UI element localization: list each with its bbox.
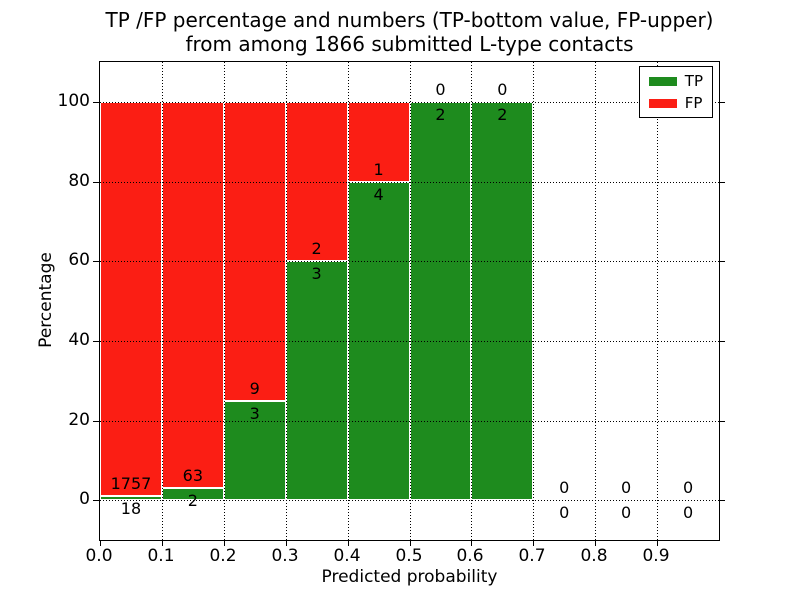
tp-bar bbox=[410, 102, 471, 500]
x-tick-mark bbox=[410, 540, 411, 546]
h-gridline bbox=[100, 341, 719, 342]
x-tick-mark bbox=[224, 540, 225, 546]
tp-legend-swatch bbox=[648, 76, 677, 86]
fp-bar bbox=[162, 102, 224, 488]
x-tick-label: 0.0 bbox=[85, 546, 113, 566]
h-gridline bbox=[100, 500, 719, 501]
grid-layer bbox=[100, 62, 719, 540]
y-tick-label: 20 bbox=[68, 410, 90, 430]
y-tick-label: 0 bbox=[79, 489, 90, 509]
x-tick-mark bbox=[100, 540, 101, 546]
x-tick-label: 0.4 bbox=[333, 546, 361, 566]
x-tick-label: 0.6 bbox=[456, 546, 484, 566]
bars-layer bbox=[100, 62, 719, 540]
tp-count-label: 2 bbox=[187, 491, 198, 510]
y-tick-mark-right bbox=[719, 102, 725, 103]
x-tick-label: 0.1 bbox=[147, 546, 175, 566]
fp-count-label: 9 bbox=[249, 379, 260, 398]
y-tick-mark-right bbox=[719, 500, 725, 501]
y-tick-mark-left bbox=[93, 102, 99, 103]
plot-area: 1757 18 63 2 9 3 2 3 1 4 0 2 0 2 0 0 0 0 0 0 TP FP bbox=[93, 61, 725, 546]
tp-count-label: 3 bbox=[249, 404, 260, 423]
tp-count-label: 2 bbox=[435, 105, 446, 124]
tp-count-label: 0 bbox=[559, 503, 570, 522]
x-tick-label: 0.5 bbox=[395, 546, 423, 566]
x-tick-label: 0.8 bbox=[580, 546, 608, 566]
v-gridline bbox=[471, 62, 472, 540]
y-tick-mark-right bbox=[719, 421, 725, 422]
y-tick-mark-left bbox=[93, 341, 99, 342]
y-tick-mark-right bbox=[719, 261, 725, 262]
y-tick-label: 100 bbox=[57, 91, 90, 111]
y-tick-label: 80 bbox=[68, 171, 90, 191]
v-gridline bbox=[224, 62, 225, 540]
fp-bar bbox=[348, 102, 410, 182]
x-tick-label: 0.2 bbox=[209, 546, 237, 566]
x-tick-mark bbox=[162, 540, 163, 546]
x-tick-mark bbox=[657, 540, 658, 546]
fp-count-label: 0 bbox=[621, 478, 632, 497]
y-tick-mark-left bbox=[93, 182, 99, 183]
fp-count-label: 2 bbox=[311, 239, 322, 258]
fp-count-label: 0 bbox=[682, 478, 694, 497]
tp-count-label: 3 bbox=[311, 264, 322, 283]
x-tick-mark bbox=[348, 540, 349, 546]
v-gridline bbox=[410, 62, 411, 540]
x-tick-label: 0.3 bbox=[271, 546, 299, 566]
y-tick-mark-left bbox=[93, 421, 99, 422]
x-tick-label: 0.9 bbox=[642, 546, 670, 566]
x-axis-label: Predicted probability bbox=[321, 567, 498, 587]
y-tick-mark-left bbox=[93, 500, 99, 501]
fp-count-label: 1757 bbox=[110, 474, 152, 493]
y-tick-mark-right bbox=[719, 341, 725, 342]
v-gridline bbox=[286, 62, 287, 540]
tp-count-label: 18 bbox=[120, 499, 142, 518]
v-gridline bbox=[162, 62, 163, 540]
legend: TP FP bbox=[638, 66, 713, 118]
chart-title: TP /FP percentage and numbers (TP-bottom… bbox=[99, 8, 720, 56]
tp-count-label: 0 bbox=[621, 503, 632, 522]
y-tick-label: 60 bbox=[68, 250, 90, 270]
chart-title-line2: from among 1866 submitted L-type contact… bbox=[185, 32, 634, 56]
v-gridline bbox=[657, 62, 658, 540]
v-gridline bbox=[348, 62, 349, 540]
x-tick-mark bbox=[471, 540, 472, 546]
h-gridline bbox=[100, 261, 719, 262]
v-gridline bbox=[533, 62, 534, 540]
y-tick-label: 40 bbox=[68, 330, 90, 350]
h-gridline bbox=[100, 182, 719, 183]
chart-title-line1: TP /FP percentage and numbers (TP-bottom… bbox=[105, 8, 714, 32]
fp-bar bbox=[100, 102, 162, 496]
tp-count-label: 4 bbox=[373, 185, 384, 204]
fp-count-label: 1 bbox=[373, 160, 384, 179]
tp-legend-label: TP bbox=[684, 72, 703, 90]
y-tick-mark-right bbox=[719, 182, 725, 183]
x-tick-mark bbox=[286, 540, 287, 546]
tp-count-label: 2 bbox=[497, 105, 508, 124]
fp-count-label: 0 bbox=[497, 80, 508, 99]
ticks-layer bbox=[93, 62, 725, 546]
legend-entry-fp: FP bbox=[648, 94, 703, 112]
y-tick-mark-left bbox=[93, 261, 99, 262]
fp-count-label: 63 bbox=[182, 466, 204, 485]
h-gridline bbox=[100, 102, 719, 103]
x-tick-label: 0.7 bbox=[518, 546, 546, 566]
h-gridline bbox=[100, 421, 719, 422]
legend-entry-tp: TP bbox=[648, 72, 703, 90]
fp-count-label: 0 bbox=[435, 80, 446, 99]
fp-count-label: 0 bbox=[559, 478, 570, 497]
tp-count-label: 0 bbox=[682, 503, 694, 522]
annotations-layer: 1757 18 63 2 9 3 2 3 1 4 0 2 0 2 0 0 0 0 0 0 bbox=[100, 62, 719, 540]
fp-legend-swatch bbox=[648, 98, 677, 108]
tp-bar bbox=[100, 496, 162, 500]
x-tick-mark bbox=[595, 540, 596, 546]
fp-legend-label: FP bbox=[684, 94, 703, 112]
x-tick-mark bbox=[533, 540, 534, 546]
v-gridline bbox=[595, 62, 596, 540]
